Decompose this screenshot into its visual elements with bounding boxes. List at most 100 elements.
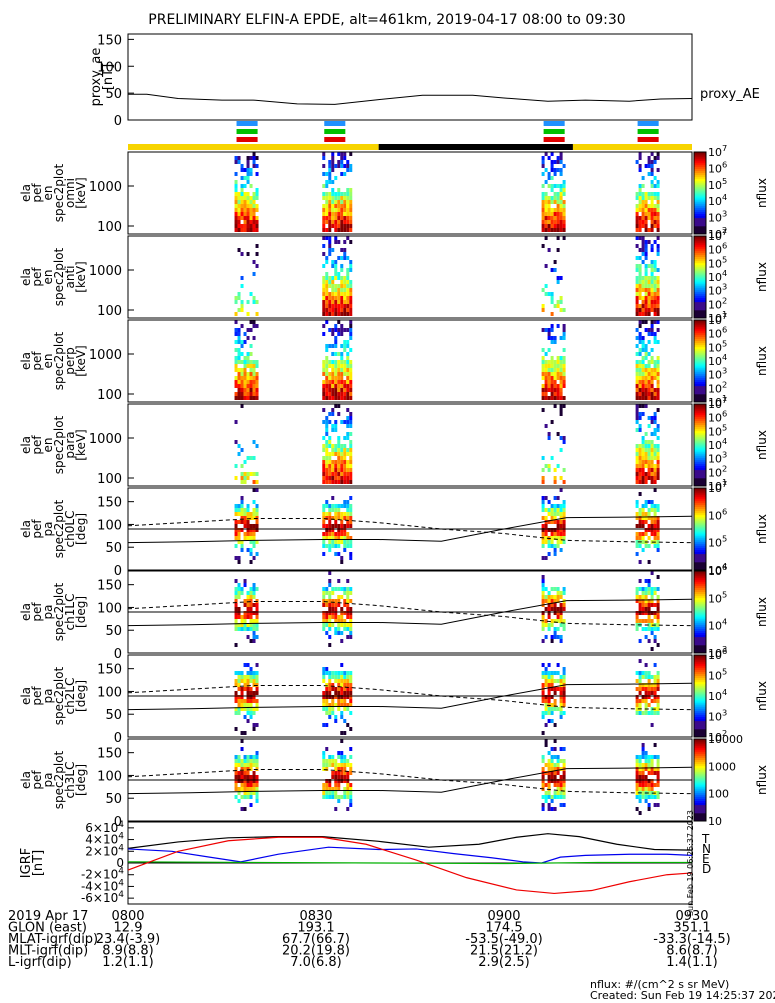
spectrogram-cell xyxy=(337,312,341,316)
spectrogram-cell xyxy=(334,795,338,799)
spectrogram-cell xyxy=(240,671,244,675)
spectrogram-cell xyxy=(653,204,657,208)
spectrogram-cell xyxy=(322,707,326,711)
spectrogram-cell xyxy=(337,404,341,408)
spectrogram-cell xyxy=(346,787,350,791)
spectrogram-cell xyxy=(650,324,654,328)
spectrogram-cell xyxy=(252,296,256,300)
spectrogram-cell xyxy=(638,340,642,344)
colorbar-cell xyxy=(694,215,706,219)
spectrogram-cell xyxy=(246,364,250,368)
spectrogram-cell xyxy=(650,771,654,775)
spectrogram-cell xyxy=(644,248,648,252)
colorbar-cell xyxy=(694,498,706,501)
spectrogram-cell xyxy=(547,591,551,595)
spectrogram-cell xyxy=(641,536,645,540)
spectrogram-cell xyxy=(234,200,238,204)
colorbar-cell xyxy=(694,279,706,282)
spectrogram-cell xyxy=(349,308,353,312)
spectrogram-cell xyxy=(644,300,648,304)
spectrogram-cell xyxy=(644,444,648,448)
spectrogram-cell xyxy=(240,476,244,480)
colorbar-cell xyxy=(694,741,706,744)
colorbar-tick-label: 103 xyxy=(708,708,727,724)
spectrogram-cell xyxy=(653,691,657,695)
spectrogram-cell xyxy=(349,755,353,759)
spectrogram-cell xyxy=(234,376,238,380)
colorbar-cell xyxy=(694,585,706,588)
spectrogram-cell xyxy=(556,679,560,683)
spectrogram-cell xyxy=(556,687,560,691)
colorbar-cell xyxy=(694,563,706,567)
spectrogram-cell xyxy=(559,372,563,376)
spectrogram-cell xyxy=(641,675,645,679)
spectrogram-cell xyxy=(246,216,250,220)
spectrogram-cell xyxy=(647,296,651,300)
spectrogram-cell xyxy=(328,623,332,627)
spectrogram-cell xyxy=(334,703,338,707)
spectrogram-cell xyxy=(349,687,353,691)
spectrogram-cell xyxy=(638,392,642,396)
spectrogram-cell xyxy=(337,300,341,304)
spectrogram-cell xyxy=(641,184,645,188)
spectrogram-cell xyxy=(325,356,329,360)
spectrogram-cell xyxy=(547,368,551,372)
spectrogram-cell xyxy=(234,184,238,188)
spectrogram-cell xyxy=(349,296,353,300)
spectrogram-cell xyxy=(556,591,560,595)
colorbar-cell xyxy=(694,549,706,553)
spectrogram-cell xyxy=(234,615,238,619)
spectrogram-cell xyxy=(246,615,250,619)
spectrogram-cell xyxy=(252,364,256,368)
spectrogram-cell xyxy=(322,480,326,484)
spectrogram-cell xyxy=(331,699,335,703)
colorbar-cell xyxy=(694,646,706,650)
spectrogram-cell xyxy=(334,396,338,400)
spectrogram-cell xyxy=(234,679,238,683)
colorbar-cell xyxy=(694,434,706,438)
spectrogram-cell xyxy=(252,763,256,767)
ytick-label: 1000 xyxy=(89,264,122,279)
spectrogram-cell xyxy=(340,396,344,400)
spectrogram-cell xyxy=(328,508,332,512)
spectrogram-cell xyxy=(255,763,259,767)
spectrogram-cell xyxy=(349,200,353,204)
spectrogram-cell xyxy=(550,779,554,783)
spectrogram-cell xyxy=(331,156,335,160)
spectrogram-cell xyxy=(650,683,654,687)
spectrogram-cell xyxy=(340,779,344,783)
spectrogram-cell xyxy=(650,723,654,727)
spectrogram-cell xyxy=(346,524,350,528)
spectrogram-cell xyxy=(346,196,350,200)
spectrogram-cell xyxy=(641,548,645,552)
spectrogram-cell xyxy=(234,767,238,771)
spectrogram-cell xyxy=(656,595,660,599)
spectrogram-cell xyxy=(547,615,551,619)
spectrogram-cell xyxy=(547,200,551,204)
colorbar-cell xyxy=(694,246,706,249)
spectrogram-cell xyxy=(322,264,326,268)
spectrogram-cell xyxy=(635,611,639,615)
spectrogram-cell xyxy=(343,208,347,212)
spectrogram-cell xyxy=(550,160,554,164)
spectrogram-cell xyxy=(550,719,554,723)
spectrogram-cell xyxy=(322,540,326,544)
spectrogram-cell xyxy=(541,540,545,544)
spectrogram-cell xyxy=(647,440,651,444)
spectrogram-cell xyxy=(635,795,639,799)
spectrogram-cell xyxy=(246,707,250,711)
ylabel-line: [keV] xyxy=(74,177,88,208)
spectrogram-cell xyxy=(650,520,654,524)
spectrogram-cell xyxy=(541,803,545,807)
spectrogram-cell xyxy=(322,252,326,256)
spectrogram-cell xyxy=(656,360,660,364)
ytick-label: 100 xyxy=(97,601,122,616)
spectrogram-cell xyxy=(349,472,353,476)
spectrogram-cell xyxy=(234,180,238,184)
proxy-ae-line xyxy=(128,93,693,105)
spectrogram-cell xyxy=(349,240,353,244)
spectrogram-cell xyxy=(334,675,338,679)
spectrogram-cell xyxy=(325,695,329,699)
ylabel-line: [deg] xyxy=(74,596,88,628)
spectrogram-cell xyxy=(349,504,353,508)
